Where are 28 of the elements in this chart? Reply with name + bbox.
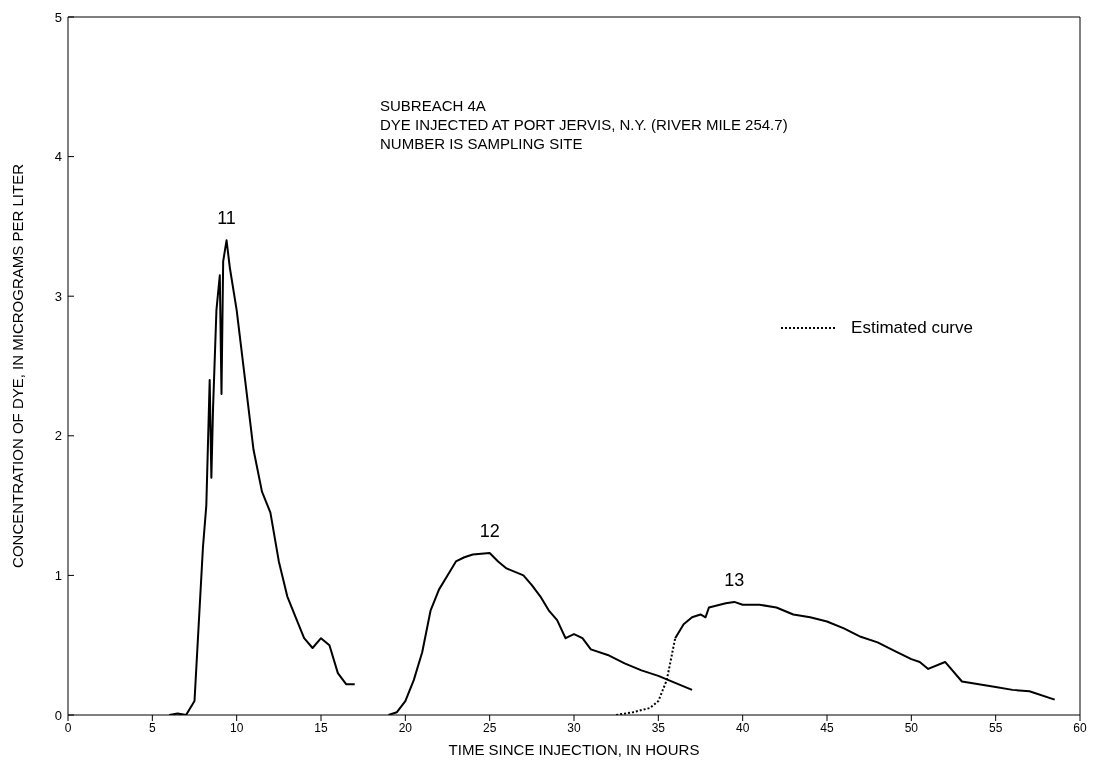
annotation: DYE INJECTED AT PORT JERVIS, N.Y. (RIVER MILE 254.7) bbox=[380, 115, 788, 134]
x-tick-label: 20 bbox=[398, 720, 413, 735]
y-tick-label: 4 bbox=[54, 149, 62, 165]
annotation: NUMBER IS SAMPLING SITE bbox=[380, 134, 584, 153]
x-tick-label: 50 bbox=[904, 720, 919, 735]
y-tick-label: 5 bbox=[54, 9, 62, 25]
annotation: SUBREACH 4A bbox=[380, 96, 487, 115]
x-tick-label: 60 bbox=[1073, 720, 1087, 735]
x-tick-label: 10 bbox=[229, 720, 244, 735]
y-tick-label: 0 bbox=[54, 707, 62, 723]
x-tick-label: 15 bbox=[314, 720, 328, 735]
annotation: 12 bbox=[479, 521, 500, 542]
legend-label: Estimated curve bbox=[851, 318, 973, 338]
x-tick-label: 25 bbox=[482, 720, 497, 735]
x-tick-label: 55 bbox=[988, 720, 1003, 735]
x-axis-title: TIME SINCE INJECTION, IN HOURS bbox=[448, 741, 700, 758]
x-tick-label: 30 bbox=[567, 720, 581, 735]
y-tick-label: 2 bbox=[54, 428, 62, 444]
x-tick-label: 5 bbox=[148, 720, 156, 735]
y-tick-label: 3 bbox=[54, 288, 62, 304]
annotation: 13 bbox=[724, 569, 745, 590]
x-tick-label: 35 bbox=[651, 720, 666, 735]
y-tick-label: 1 bbox=[54, 568, 62, 584]
x-tick-label: 45 bbox=[820, 720, 834, 735]
x-tick-label: 40 bbox=[735, 720, 750, 735]
annotation: 11 bbox=[217, 208, 236, 229]
y-axis-title: CONCENTRATION OF DYE, IN MICROGRAMS PER LITER bbox=[9, 163, 27, 568]
x-tick-label: 0 bbox=[64, 720, 72, 735]
